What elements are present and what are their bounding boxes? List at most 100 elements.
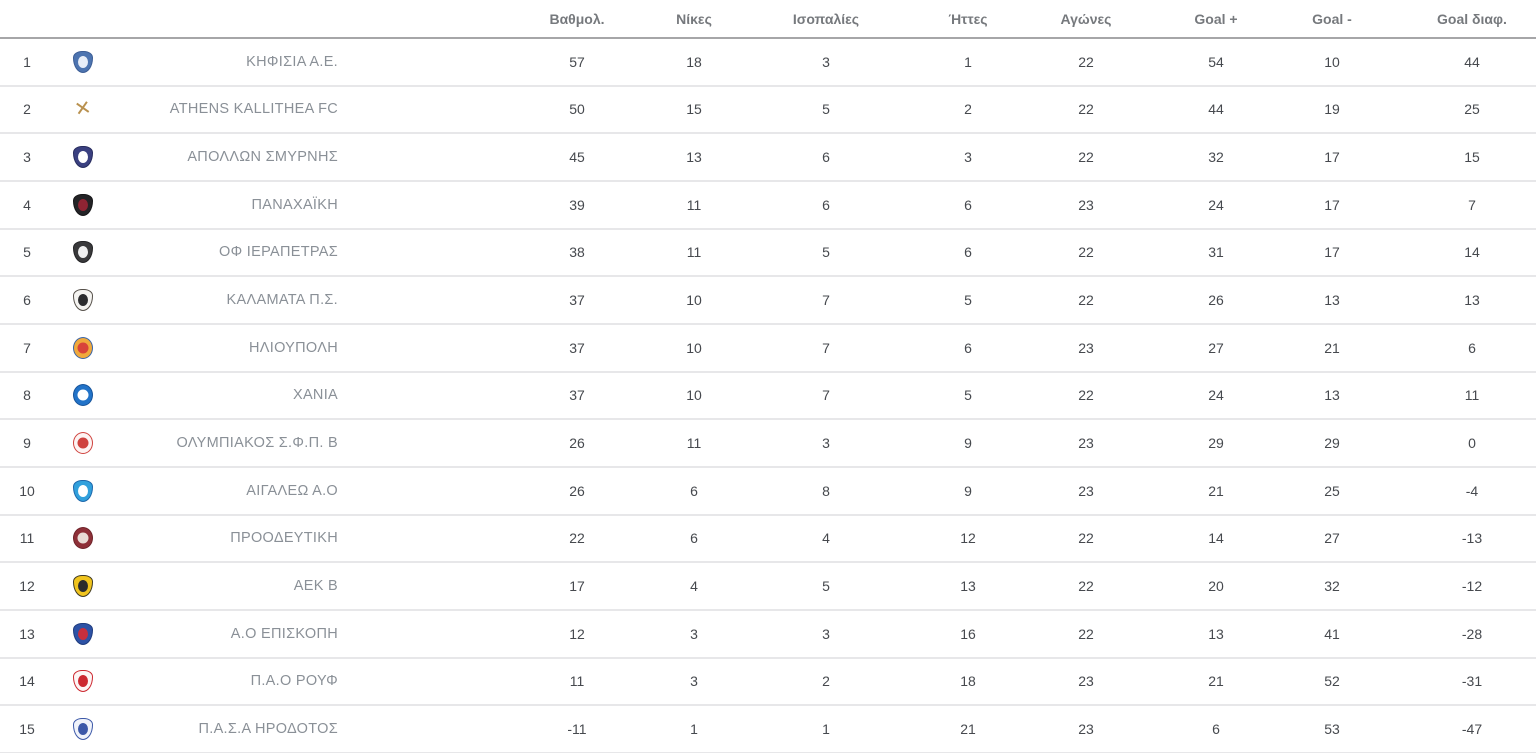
position-number: 7 — [23, 339, 31, 356]
egaleo-crest-icon — [73, 479, 93, 502]
cell-goal_diff: 6 — [1468, 339, 1476, 356]
cell-losses: 13 — [960, 578, 976, 595]
cell-losses: 16 — [960, 625, 976, 642]
team-name[interactable]: ATHENS KALLITHEA FC — [169, 101, 338, 118]
team-logo-cell — [54, 133, 112, 181]
team-row[interactable]: 6 ΚΑΛΑΜΑΤΑ Π.Σ. 37 10 7 5 22 26 13 13 — [0, 276, 1536, 324]
team-logo-cell — [54, 276, 112, 324]
position-number: 1 — [23, 53, 31, 70]
team-logo-cell: ✕ — [54, 86, 112, 134]
panachaiki-crest-icon — [73, 193, 93, 216]
cell-goal_diff: -4 — [1465, 482, 1479, 499]
chania-badge-icon — [73, 384, 93, 407]
proodeftiki-badge-icon — [73, 527, 93, 550]
team-row[interactable]: 5 ΟΦ ΙΕΡΑΠΕΤΡΑΣ 38 11 5 6 22 31 17 14 — [0, 229, 1536, 277]
team-name[interactable]: ΚΑΛΑΜΑΤΑ Π.Σ. — [226, 292, 338, 309]
cell-points: -11 — [567, 721, 587, 738]
logo-inner-emblem — [78, 198, 88, 211]
cell-goal_diff: 0 — [1468, 435, 1476, 452]
cell-goals_for: 44 — [1208, 101, 1224, 118]
ilioupoli-badge-icon — [73, 336, 93, 359]
logo-inner-emblem — [78, 627, 88, 640]
team-name[interactable]: ΧΑΝΙΑ — [292, 387, 338, 404]
cell-goals_for: 6 — [1212, 721, 1220, 738]
team-row[interactable]: 9 ΟΛΥΜΠΙΑΚΟΣ Σ.Φ.Π. Β 26 11 3 9 23 29 29 0 — [0, 419, 1536, 467]
logo-inner-emblem — [78, 723, 88, 736]
cell-losses: 21 — [960, 721, 976, 738]
team-row[interactable]: 13 Α.Ο ΕΠΙΣΚΟΠΗ 12 3 3 16 22 13 41 -28 — [0, 610, 1536, 658]
cell-goal_diff: -12 — [1461, 578, 1483, 595]
cell-goals_against: 13 — [1324, 387, 1340, 404]
team-row[interactable]: 7 ΗΛΙΟΥΠΟΛΗ 37 10 7 6 23 27 21 6 — [0, 324, 1536, 372]
cell-games: 23 — [1078, 339, 1094, 356]
team-name[interactable]: ΗΛΙΟΥΠΟΛΗ — [248, 339, 338, 356]
team-name[interactable]: Α.Ο ΕΠΙΣΚΟΠΗ — [230, 625, 338, 642]
cell-games: 22 — [1078, 387, 1094, 404]
cell-goal_diff: -13 — [1461, 530, 1483, 547]
cell-points: 37 — [569, 339, 585, 356]
team-row[interactable]: 15 Π.Α.Σ.Α ΗΡΟΔΟΤΟΣ -11 1 1 21 23 6 53 -47 — [0, 705, 1536, 753]
team-row[interactable]: 2 ✕ ATHENS KALLITHEA FC 50 15 5 2 22 44 19 25 — [0, 86, 1536, 134]
team-row[interactable]: 4 ΠΑΝΑΧΑΪΚΗ 39 11 6 6 23 24 17 7 — [0, 181, 1536, 229]
cell-games: 22 — [1078, 53, 1094, 70]
cell-draws: 6 — [822, 149, 830, 166]
header-row: Βαθμολ. Νίκες Ισοπαλίες Ήττες Αγώνες Goal + Go… — [0, 0, 1536, 39]
cell-points: 17 — [569, 578, 585, 595]
cell-goals_for: 26 — [1208, 292, 1224, 309]
position-number: 5 — [23, 244, 31, 261]
cell-losses: 6 — [964, 339, 972, 356]
team-name[interactable]: ΠΑΝΑΧΑΪΚΗ — [251, 196, 338, 213]
cell-games: 22 — [1078, 292, 1094, 309]
cell-draws: 5 — [822, 244, 830, 261]
cell-goal_diff: 44 — [1464, 53, 1480, 70]
cell-goal_diff: 14 — [1464, 244, 1480, 261]
kifisia-ae-crest-icon — [73, 50, 93, 73]
column-header-points: Βαθμολ. — [478, 0, 676, 39]
team-logo-cell — [54, 372, 112, 420]
cell-goals_against: 52 — [1324, 673, 1340, 690]
team-row[interactable]: 12 ΑΕΚ Β 17 4 5 13 22 20 32 -12 — [0, 562, 1536, 610]
position-number: 12 — [19, 578, 35, 595]
cell-draws: 3 — [822, 53, 830, 70]
cell-wins: 18 — [686, 53, 702, 70]
team-name[interactable]: ΟΛΥΜΠΙΑΚΟΣ Σ.Φ.Π. Β — [176, 435, 338, 452]
team-name[interactable]: ΠΡΟΟΔΕΥΤΙΚΗ — [230, 530, 338, 547]
team-row[interactable]: 1 ΚΗΦΙΣΙΑ Α.Ε. 57 18 3 1 22 54 10 44 — [0, 38, 1536, 86]
team-row[interactable]: 3 ΑΠΟΛΛΩΝ ΣΜΥΡΝΗΣ 45 13 6 3 22 32 17 15 — [0, 133, 1536, 181]
team-row[interactable]: 14 Π.Α.Ο ΡΟΥΦ 11 3 2 18 23 21 52 -31 — [0, 658, 1536, 706]
cell-wins: 10 — [686, 387, 702, 404]
cell-goals_for: 13 — [1208, 625, 1224, 642]
team-name[interactable]: ΑΠΟΛΛΩΝ ΣΜΥΡΝΗΣ — [187, 149, 338, 166]
column-header-games: Αγώνες — [996, 0, 1176, 39]
cell-goals_for: 24 — [1208, 196, 1224, 213]
cell-wins: 3 — [690, 673, 698, 690]
team-row[interactable]: 10 ΑΙΓΑΛΕΩ Α.Ο 26 6 8 9 23 21 25 -4 — [0, 467, 1536, 515]
team-row[interactable]: 8 ΧΑΝΙΑ 37 10 7 5 22 24 13 11 — [0, 372, 1536, 420]
column-header-goals_for: Goal + — [1176, 0, 1256, 39]
team-name[interactable]: Π.Α.Σ.Α ΗΡΟΔΟΤΟΣ — [198, 721, 338, 738]
position-number: 8 — [23, 387, 31, 404]
team-name[interactable]: ΑΙΓΑΛΕΩ Α.Ο — [246, 482, 338, 499]
cell-wins: 13 — [686, 149, 702, 166]
cell-games: 22 — [1078, 578, 1094, 595]
column-header-draws: Ισοπαλίες — [712, 0, 940, 39]
logo-inner-emblem — [78, 55, 88, 68]
cell-goals_against: 21 — [1324, 339, 1340, 356]
cell-losses: 1 — [964, 53, 972, 70]
team-name[interactable]: ΚΗΦΙΣΙΑ Α.Ε. — [246, 53, 338, 70]
cell-draws: 5 — [822, 101, 830, 118]
team-name[interactable]: ΟΦ ΙΕΡΑΠΕΤΡΑΣ — [219, 244, 338, 261]
cell-wins: 6 — [690, 482, 698, 499]
team-row[interactable]: 11 ΠΡΟΟΔΕΥΤΙΚΗ 22 6 4 12 22 14 27 -13 — [0, 515, 1536, 563]
cell-wins: 6 — [690, 530, 698, 547]
team-logo-cell — [54, 562, 112, 610]
cell-goals_for: 54 — [1208, 53, 1224, 70]
position-number: 2 — [23, 101, 31, 118]
logo-inner-emblem — [78, 484, 88, 497]
team-name[interactable]: ΑΕΚ Β — [293, 578, 338, 595]
cell-goals_for: 27 — [1208, 339, 1224, 356]
cell-points: 45 — [569, 149, 585, 166]
cell-goal_diff: 25 — [1464, 101, 1480, 118]
cell-goal_diff: 11 — [1464, 387, 1480, 404]
team-name[interactable]: Π.Α.Ο ΡΟΥΦ — [250, 673, 338, 690]
